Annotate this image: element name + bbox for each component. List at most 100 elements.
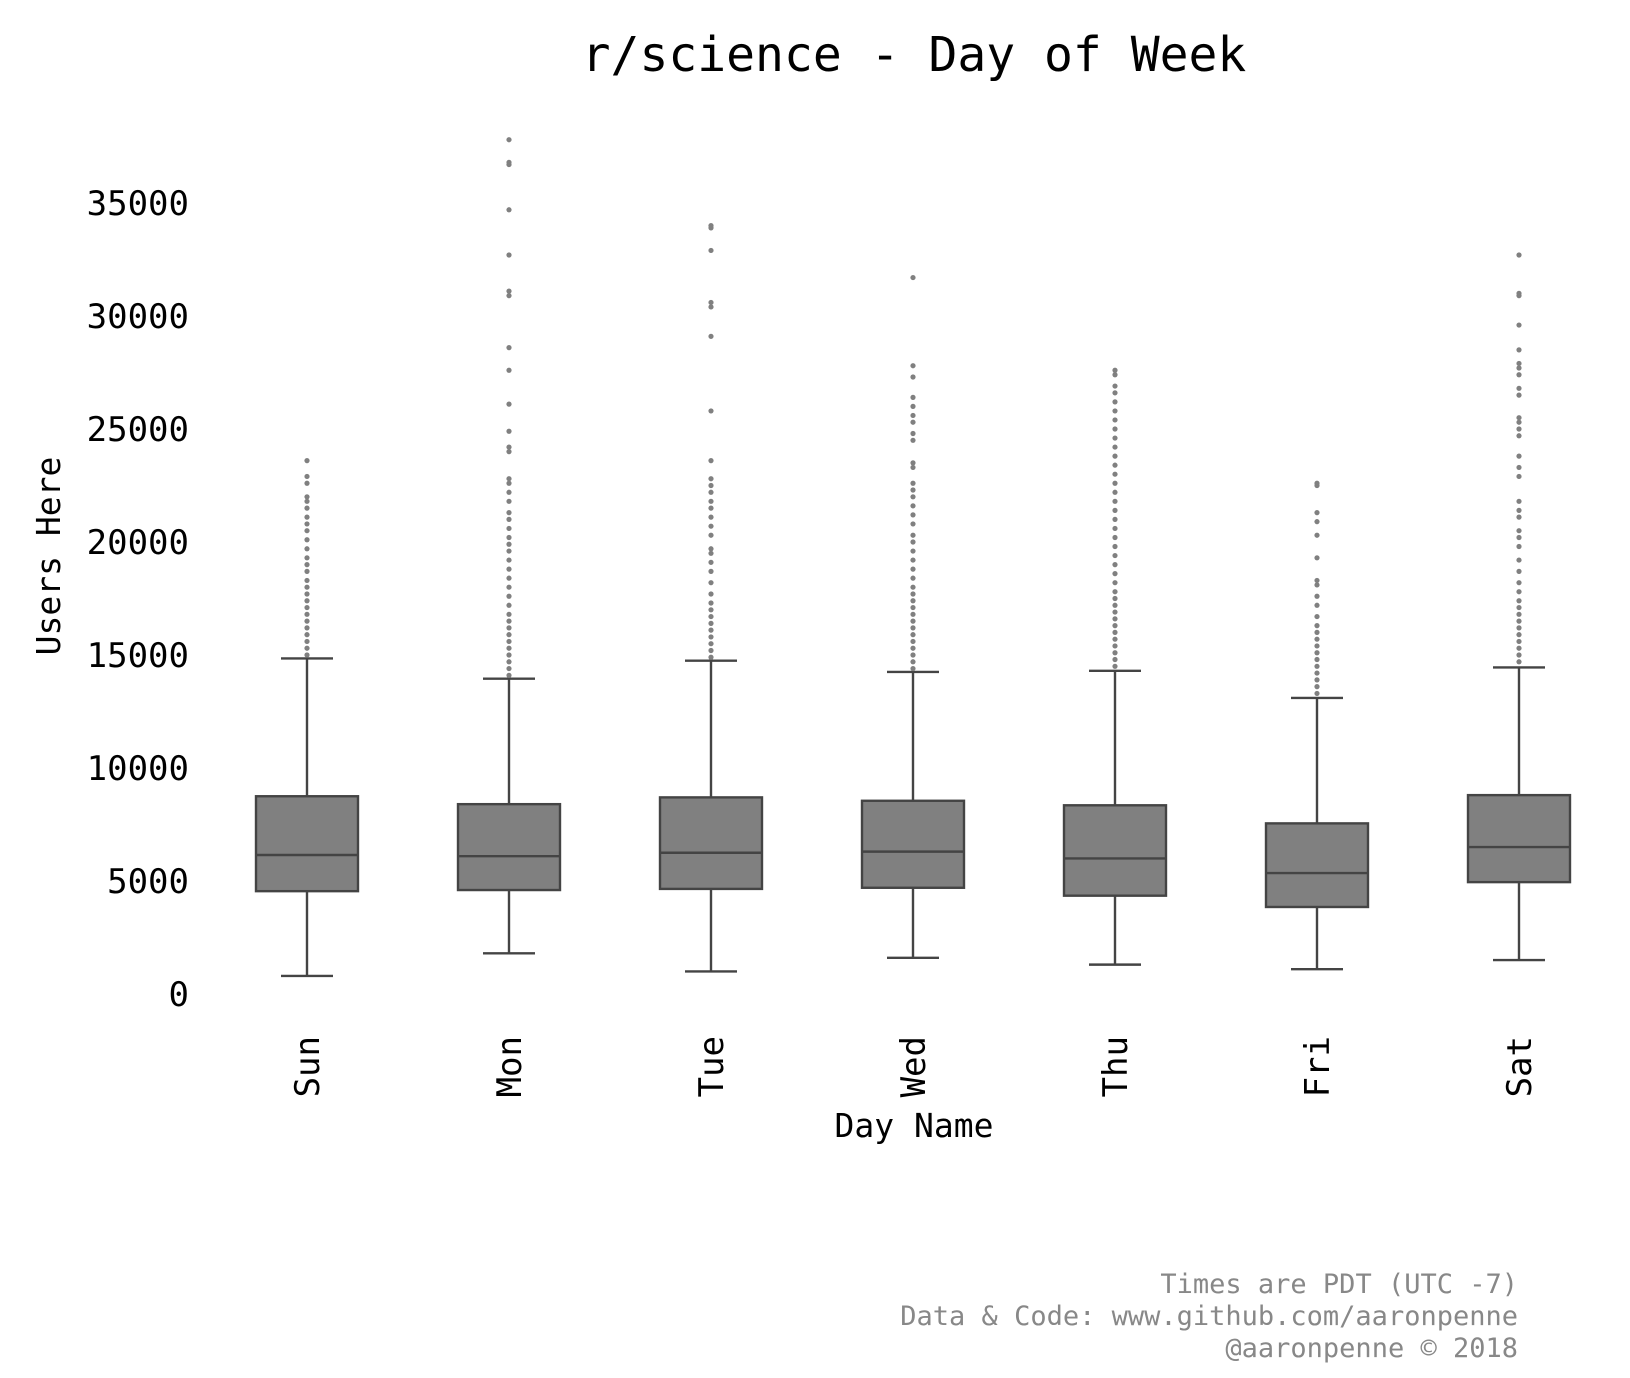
outlier-point	[1516, 638, 1522, 645]
outlier-point	[708, 607, 714, 613]
outlier-point	[304, 514, 310, 520]
outlier-point	[506, 293, 512, 299]
outlier-point	[1516, 659, 1522, 665]
outlier-point	[1314, 636, 1320, 642]
outlier-point	[506, 625, 512, 631]
outlier-point	[1516, 611, 1522, 617]
outlier-point	[304, 577, 310, 584]
outlier-point	[910, 437, 916, 443]
outlier-point	[1112, 656, 1118, 663]
outlier-point	[910, 665, 916, 672]
x-tick-label: Tue	[692, 1036, 732, 1097]
outlier-point	[1516, 645, 1522, 651]
outlier-point	[708, 304, 714, 310]
outlier-point	[1112, 589, 1118, 595]
outlier-point	[506, 665, 512, 672]
outlier-point	[1516, 433, 1522, 439]
outlier-point	[910, 652, 916, 658]
outlier-point	[708, 613, 714, 620]
outlier-point	[506, 428, 512, 434]
outlier-point	[910, 363, 916, 369]
outlier-point	[304, 645, 310, 651]
outlier-point	[1314, 663, 1320, 669]
outlier-point	[910, 557, 916, 563]
outlier-point	[506, 159, 512, 165]
outlier-point	[506, 602, 512, 608]
outlier-point	[506, 645, 512, 651]
iqr-box	[1466, 793, 1572, 884]
outlier-point	[910, 625, 916, 631]
outlier-point	[708, 641, 714, 647]
outlier-point	[708, 546, 714, 552]
outlier-point	[1516, 580, 1522, 586]
outlier-point	[1314, 602, 1320, 608]
outlier-point	[708, 505, 714, 511]
outlier-point	[708, 550, 714, 556]
outlier-point	[1516, 528, 1522, 534]
outlier-point	[910, 645, 916, 651]
outlier-point	[304, 611, 310, 617]
outlier-point	[910, 430, 916, 437]
outlier-point	[1314, 650, 1320, 656]
outlier-point	[1314, 582, 1320, 588]
x-axis-label: Day Name	[835, 1106, 994, 1145]
outlier-point	[1516, 543, 1522, 550]
iqr-box	[456, 802, 562, 892]
footer-copyright: @aaronpenne © 2018	[1225, 1333, 1518, 1364]
box-sat	[1466, 252, 1572, 962]
outlier-point	[1314, 677, 1320, 683]
outlier-point	[304, 537, 310, 543]
box-tue	[658, 223, 764, 973]
outlier-point	[1314, 690, 1320, 697]
outlier-point	[1314, 519, 1320, 525]
outlier-point	[708, 299, 714, 306]
outlier-point	[506, 618, 512, 624]
outlier-point	[1112, 663, 1118, 669]
outlier-point	[1112, 602, 1118, 608]
outlier-point	[304, 505, 310, 511]
outlier-point	[1112, 453, 1118, 459]
outlier-point	[1516, 652, 1522, 658]
outlier-point	[1516, 498, 1522, 504]
outlier-point	[1112, 372, 1118, 378]
outlier-point	[910, 604, 916, 611]
outlier-point	[910, 394, 916, 400]
outlier-point	[506, 510, 512, 516]
outlier-point	[506, 288, 512, 294]
outlier-point	[910, 638, 916, 645]
outlier-point	[1516, 514, 1522, 520]
outlier-point	[910, 591, 916, 597]
outlier-point	[304, 591, 310, 597]
outlier-point	[1516, 252, 1522, 258]
outlier-point	[304, 632, 310, 638]
outlier-point	[1112, 399, 1118, 405]
outlier-point	[708, 559, 714, 565]
outlier-point	[506, 444, 512, 450]
outlier-point	[506, 345, 512, 351]
y-tick-label: 25000	[87, 410, 189, 450]
outlier-point	[304, 625, 310, 631]
outlier-point	[1314, 613, 1320, 620]
outlier-point	[708, 568, 714, 574]
outlier-point	[1516, 632, 1522, 638]
box-series	[254, 137, 1572, 978]
outlier-point	[708, 580, 714, 586]
iqr-box	[254, 795, 360, 893]
outlier-point	[1516, 604, 1522, 611]
outlier-point	[1314, 656, 1320, 663]
outlier-point	[1112, 562, 1118, 568]
outlier-point	[1112, 383, 1118, 389]
outlier-point	[304, 498, 310, 504]
outlier-point	[1516, 385, 1522, 391]
outlier-point	[910, 487, 916, 493]
outlier-point	[1314, 643, 1320, 649]
outlier-point	[1112, 623, 1118, 629]
outlier-point	[1112, 595, 1118, 602]
outlier-point	[1516, 473, 1522, 480]
outlier-point	[910, 464, 916, 471]
outlier-point	[304, 618, 310, 624]
outlier-point	[506, 557, 512, 563]
outlier-point	[506, 548, 512, 554]
outlier-point	[1314, 623, 1320, 629]
